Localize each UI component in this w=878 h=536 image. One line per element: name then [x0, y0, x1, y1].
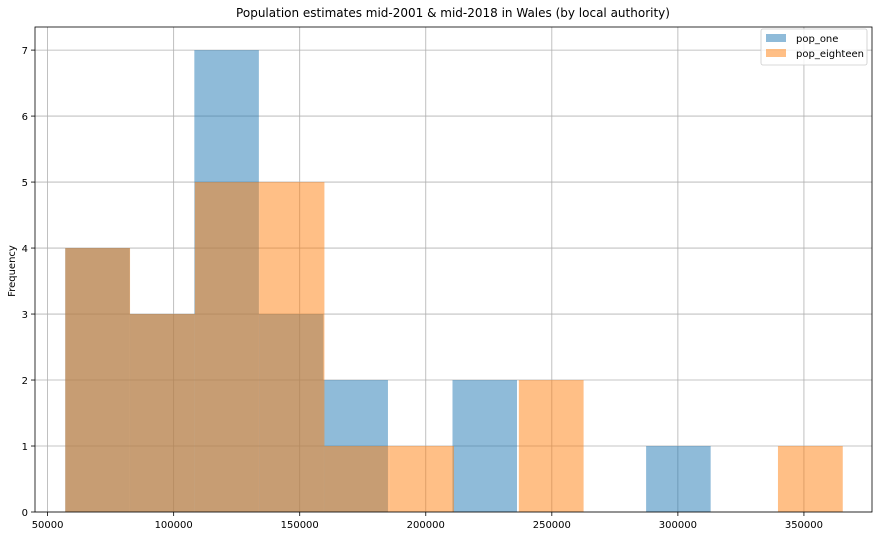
- histogram-bar-pop-one: [452, 380, 518, 512]
- chart-title: Population estimates mid-2001 & mid-2018…: [236, 6, 670, 20]
- histogram-bar-pop-eighteen: [259, 182, 325, 512]
- x-tick-label: 150000: [281, 520, 319, 531]
- legend-frame: [760, 28, 868, 66]
- y-tick-label: 2: [22, 376, 28, 387]
- histogram-bar-pop-eighteen: [518, 380, 584, 512]
- histogram-bar-pop-eighteen: [324, 446, 390, 512]
- histogram-bar-pop-one: [646, 446, 711, 512]
- x-tick-label: 350000: [785, 520, 823, 531]
- histogram-bars: [65, 50, 843, 512]
- x-tick-label: 200000: [407, 520, 445, 531]
- y-tick-label: 4: [22, 244, 28, 255]
- x-tick-label: 250000: [533, 520, 571, 531]
- y-tick-label: 7: [22, 46, 28, 57]
- y-tick-label: 1: [22, 442, 28, 453]
- legend-label-pop-eighteen: pop_eighteen: [796, 49, 864, 60]
- y-tick-label: 0: [22, 508, 28, 519]
- histogram-bar-pop-eighteen: [65, 248, 131, 512]
- plot-area-frame: [34, 26, 873, 513]
- legend-swatch-pop-one: [766, 34, 786, 42]
- legend: pop_one pop_eighteen: [760, 28, 868, 66]
- x-tick-label: 100000: [155, 520, 193, 531]
- histogram-bar-pop-eighteen: [389, 446, 455, 512]
- x-tick-label: 300000: [659, 520, 697, 531]
- y-axis-label: Frequency: [7, 245, 18, 297]
- legend-label-pop-one: pop_one: [796, 34, 838, 45]
- legend-swatch-pop-eighteen: [766, 49, 786, 57]
- y-axis-ticks: 0 1 2 3 4 5 6 7: [22, 46, 35, 519]
- y-tick-label: 6: [22, 112, 28, 123]
- x-axis-ticks: 50000 100000 150000 200000 250000 300000 35000…: [32, 512, 823, 531]
- y-tick-label: 5: [22, 178, 28, 189]
- y-tick-label: 3: [22, 310, 28, 321]
- histogram-bar-pop-eighteen: [777, 446, 843, 512]
- x-tick-label: 50000: [32, 520, 64, 531]
- histogram-bar-pop-eighteen: [194, 182, 260, 512]
- histogram-bar-pop-eighteen: [130, 314, 195, 512]
